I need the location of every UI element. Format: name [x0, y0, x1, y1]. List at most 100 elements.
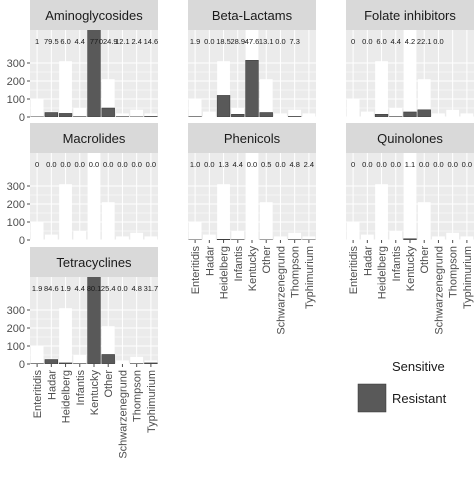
bar-resistant-other [102, 354, 115, 364]
percent-label: 0.0 [362, 160, 372, 169]
bar-sensitive-heidelberg [375, 184, 388, 240]
percent-label: 0.0 [204, 37, 214, 46]
bar-sensitive-enteritidis [31, 99, 44, 117]
bar-sensitive-other [260, 79, 273, 117]
x-tick-label-hadar: Hadar [362, 246, 374, 276]
percent-label: 0.0 [117, 160, 127, 169]
bar-resistant-heidelberg [375, 114, 388, 117]
percent-label: 28.9 [230, 37, 245, 46]
panel-title: Tetracyclines [56, 255, 132, 270]
x-tick-label-schwarzenegrund: Schwarzenegrund [117, 370, 129, 459]
bar-sensitive-hadar [203, 112, 216, 117]
bar-sensitive-schwarzenegrund [432, 113, 445, 117]
percent-label: 2.4 [131, 37, 141, 46]
legend-label-resistant: Resistant [392, 391, 447, 406]
bar-sensitive-typhimurium [302, 236, 315, 240]
y-tick-label: 300 [7, 181, 25, 193]
percent-label: 0.0 [447, 160, 457, 169]
percent-label: 0.0 [75, 160, 85, 169]
bar-resistant-infantis [231, 114, 244, 117]
y-tick-label: 100 [7, 94, 25, 106]
x-tick-label-typhimurium: Typhimurium [304, 246, 316, 309]
bar-sensitive-infantis [73, 355, 86, 364]
percent-label: 12.1 [115, 37, 130, 46]
bar-sensitive-enteritidis [347, 99, 360, 117]
percent-label: 31.7 [144, 284, 159, 293]
percent-label: 1 [35, 37, 39, 46]
bar-sensitive-typhimurium [460, 236, 473, 240]
bar-sensitive-hadar [361, 235, 374, 240]
percent-label: 0.0 [376, 160, 386, 169]
percent-label: 0.0 [433, 37, 443, 46]
x-tick-label-kentucky: Kentucky [247, 246, 259, 292]
panel-title: Phenicols [224, 131, 281, 146]
percent-label: 6.0 [60, 37, 70, 46]
percent-label: 25.4 [101, 284, 116, 293]
y-tick-label: 0 [19, 112, 25, 124]
bar-sensitive-thompson [130, 357, 143, 364]
percent-label: 1.9 [60, 284, 70, 293]
y-tick-label: 200 [7, 323, 25, 335]
percent-label: 0.0 [391, 160, 401, 169]
x-tick-label-infantis: Infantis [75, 370, 87, 406]
x-tick-label-thompson: Thompson [132, 370, 144, 422]
percent-label: 0.0 [462, 160, 472, 169]
bar-sensitive-other [102, 202, 115, 240]
x-tick-label-kentucky: Kentucky [89, 370, 101, 416]
x-tick-label-schwarzenegrund: Schwarzenegrund [433, 246, 445, 335]
bar-sensitive-schwarzenegrund [432, 236, 445, 240]
bar-resistant-heidelberg [217, 95, 230, 117]
bar-sensitive-heidelberg [59, 308, 72, 364]
panel-title: Beta-Lactams [212, 8, 293, 23]
percent-label: 0.0 [131, 160, 141, 169]
percent-label: 14.6 [144, 37, 159, 46]
y-tick-label: 300 [7, 305, 25, 317]
percent-label: 13.1 [259, 37, 274, 46]
y-tick-label: 0 [19, 235, 25, 247]
x-tick-label-enteritidis: Enteritidis [348, 246, 360, 295]
x-tick-label-other: Other [103, 370, 115, 398]
bar-sensitive-enteritidis [31, 222, 44, 240]
y-tick-label: 0 [19, 359, 25, 371]
bar-sensitive-infantis [231, 231, 244, 240]
bar-sensitive-infantis [389, 108, 402, 117]
bar-resistant-kentucky [246, 60, 259, 117]
bar-resistant-thompson [288, 116, 301, 117]
bar-sensitive-enteritidis [31, 346, 44, 364]
percent-label: 4.8 [289, 160, 299, 169]
bar-resistant-typhimurium [144, 116, 157, 117]
legend-swatch-sensitive [358, 352, 386, 380]
bar-sensitive-other [260, 202, 273, 240]
percent-label: 4.4 [75, 284, 85, 293]
bar-sensitive-hadar [45, 235, 58, 240]
percent-label: 0.0 [117, 284, 127, 293]
bar-sensitive-thompson [288, 233, 301, 240]
y-tick-label: 200 [7, 76, 25, 88]
bar-sensitive-infantis [73, 108, 86, 117]
percent-label: 0.0 [60, 160, 70, 169]
percent-label: 22.1 [417, 37, 432, 46]
percent-label: 0.0 [275, 160, 285, 169]
percent-label: 0 [351, 160, 355, 169]
bar-sensitive-thompson [130, 110, 143, 117]
legend-swatch-resistant [358, 384, 386, 412]
x-tick-label-hadar: Hadar [46, 370, 58, 400]
panel-title: Aminoglycosides [45, 8, 143, 23]
percent-label: 1.1 [405, 160, 415, 169]
y-tick-label: 200 [7, 199, 25, 211]
bar-sensitive-enteritidis [189, 99, 202, 117]
percent-label: 0.0 [146, 160, 156, 169]
x-tick-label-heidelberg: Heidelberg [377, 246, 389, 299]
bar-sensitive-thompson [130, 233, 143, 240]
percent-label: 4.4 [391, 37, 401, 46]
x-tick-label-heidelberg: Heidelberg [219, 246, 231, 299]
percent-label: 0.0 [419, 160, 429, 169]
